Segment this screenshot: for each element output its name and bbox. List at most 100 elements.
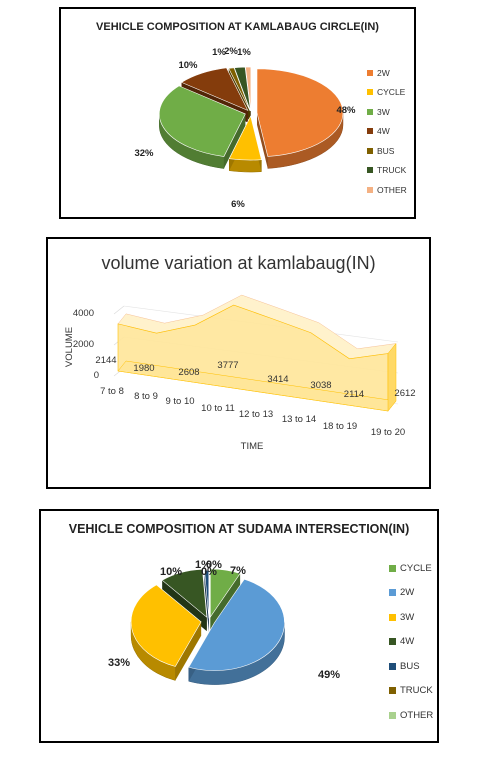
slice-wall xyxy=(175,621,202,681)
legend-swatch xyxy=(367,108,373,115)
area-chart-volume: 2144 1980 2608 3777 3414 3038 2114 2612 7 to 8 8 … xyxy=(64,294,416,452)
slice-4w xyxy=(161,568,208,618)
legend-item-3w: 3W xyxy=(367,102,407,122)
legend-item-other: OTHER xyxy=(389,703,433,728)
x-tick-label: 12 to 13 xyxy=(239,409,273,420)
pie-chart-sudama: 7% 49% 33% 10% 1%0%0% xyxy=(108,559,340,685)
data-label: 3414 xyxy=(267,374,288,385)
slice-wall xyxy=(223,113,246,169)
legend-label: OTHER xyxy=(400,709,434,721)
data-label: 3038 xyxy=(310,380,331,391)
legend-item-4w: 4W xyxy=(367,122,407,142)
legend-label: TRUCK xyxy=(400,685,433,697)
legend-item-bus: BUS xyxy=(389,654,433,679)
x-tick-label: 13 to 14 xyxy=(282,414,316,425)
data-label: 1980 xyxy=(133,363,154,374)
pie-chart-kamlabaug: 48% 6% 32% 10% 1%2% 1% xyxy=(134,46,356,210)
legend-swatch xyxy=(389,687,396,695)
legend-swatch xyxy=(367,167,373,174)
legend-label: 3W xyxy=(400,611,415,623)
legend-kamlabaug: 2W CYCLE 3W 4W BUS TRUCK OTHER xyxy=(367,63,407,200)
x-tick-label: 19 to 20 xyxy=(371,427,405,438)
legend-item-2w: 2W xyxy=(367,63,407,83)
chart-title: VEHICLE COMPOSITION AT SUDAMA INTERSECTI… xyxy=(68,522,410,536)
legend-sudama: CYCLE 2W 3W 4W BUS TRUCK OTHER xyxy=(389,556,433,728)
legend-label: 4W xyxy=(377,126,390,137)
data-label-2w: 49% xyxy=(318,669,340,681)
data-label: 3777 xyxy=(217,360,238,371)
legend-item-3w: 3W xyxy=(389,605,433,630)
x-axis-title: TIME xyxy=(241,441,264,452)
data-label: 2612 xyxy=(394,388,415,399)
data-label: 2608 xyxy=(178,367,199,378)
slice-truck xyxy=(233,66,251,112)
data-label-3w: 32% xyxy=(134,148,154,159)
legend-item-truck: TRUCK xyxy=(389,679,433,704)
slice-cycle xyxy=(228,115,262,161)
data-label: 2144 xyxy=(95,355,116,366)
y-tick-label: 2000 xyxy=(73,339,94,350)
slice-3w xyxy=(130,584,202,667)
data-label-4w: 10% xyxy=(160,566,182,578)
data-label-truck: 2% xyxy=(224,46,238,57)
legend-label: CYCLE xyxy=(377,87,406,98)
legend-swatch xyxy=(389,662,396,670)
data-label-3w: 33% xyxy=(108,657,130,669)
kamlabaug-composition-chart: VEHICLE COMPOSITION AT KAMLABAUG CIRCLE(… xyxy=(59,7,416,219)
y-tick-label: 4000 xyxy=(73,308,94,319)
legend-item-truck: TRUCK xyxy=(367,161,407,181)
data-label-cycle: 7% xyxy=(230,565,246,577)
legend-label: BUS xyxy=(400,660,420,672)
y-axis-title: VOLUME xyxy=(64,327,75,367)
slice-other xyxy=(245,66,252,111)
legend-swatch xyxy=(389,711,396,719)
legend-label: OTHER xyxy=(377,184,407,195)
x-tick-label: 9 to 10 xyxy=(165,396,194,407)
slice-4w xyxy=(180,67,249,112)
legend-label: 2W xyxy=(400,587,415,599)
x-tick-label: 7 to 8 xyxy=(100,386,124,397)
legend-item-other: OTHER xyxy=(367,180,407,200)
legend-item-cycle: CYCLE xyxy=(389,556,433,581)
legend-swatch xyxy=(367,89,373,96)
pie-slices xyxy=(130,568,285,685)
legend-label: 4W xyxy=(400,636,415,648)
x-tick-label: 8 to 9 xyxy=(134,391,158,402)
legend-label: TRUCK xyxy=(377,165,407,176)
legend-swatch xyxy=(389,564,396,572)
slice-2w xyxy=(188,578,285,671)
legend-swatch xyxy=(367,128,373,135)
slice-2w xyxy=(256,68,344,157)
chart-title: VEHICLE COMPOSITION AT KAMLABAUG CIRCLE(… xyxy=(96,21,379,33)
legend-swatch xyxy=(389,589,396,597)
legend-label: 2W xyxy=(377,67,390,78)
chart-title: volume variation at kamlabaug(IN) xyxy=(101,253,376,273)
data-label-cycle: 6% xyxy=(231,199,245,210)
data-label-4w: 10% xyxy=(178,60,198,71)
pie-slices xyxy=(158,66,344,173)
legend-item-2w: 2W xyxy=(389,581,433,606)
slice-wall xyxy=(256,112,268,169)
legend-swatch xyxy=(367,147,373,154)
data-label-bus: 1% xyxy=(212,47,226,58)
plot-area xyxy=(113,294,399,412)
legend-swatch xyxy=(367,69,373,76)
data-label-bus: 1% xyxy=(195,559,211,571)
data-label-2w: 48% xyxy=(336,105,356,116)
slice-wall xyxy=(204,570,209,633)
x-tick-label: 18 to 19 xyxy=(323,421,357,432)
volume-variation-chart: volume variation at kamlabaug(IN) 2144 19… xyxy=(46,237,431,489)
data-label: 2114 xyxy=(344,389,364,400)
slice-bus xyxy=(228,67,251,112)
legend-item-4w: 4W xyxy=(389,630,433,655)
slice-cycle xyxy=(210,568,241,618)
legend-item-cycle: CYCLE xyxy=(367,83,407,103)
legend-swatch xyxy=(367,186,373,193)
slice-3w xyxy=(158,85,246,157)
data-label-other: 1% xyxy=(237,47,251,58)
x-tick-label: 10 to 11 xyxy=(201,403,235,414)
slice-wall xyxy=(210,573,241,631)
area-end-wall xyxy=(387,342,397,412)
y-tick-label: 0 xyxy=(94,370,99,381)
sudama-composition-chart: VEHICLE COMPOSITION AT SUDAMA INTERSECTI… xyxy=(39,509,439,743)
